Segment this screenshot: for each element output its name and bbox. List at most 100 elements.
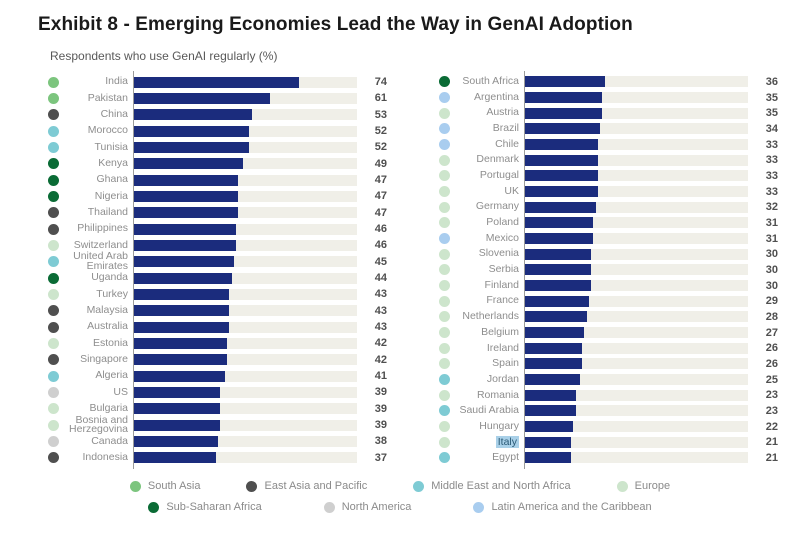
legend-item: South Asia (129, 480, 201, 492)
legend-dot (148, 501, 160, 513)
bar-track (133, 386, 357, 398)
bar-fill (133, 337, 228, 349)
bar-track (133, 452, 357, 464)
country-label: Hungary (479, 419, 519, 432)
bar-track (524, 186, 748, 198)
country-label: Thailand (87, 206, 128, 219)
country-row: Mexico 31 (439, 231, 778, 247)
region-dot (48, 321, 59, 333)
bar-track (524, 233, 748, 245)
country-row: China 53 (48, 107, 387, 123)
value-label: 33 (765, 138, 778, 151)
legend-label: Middle East and North Africa (431, 480, 571, 492)
legend-label: South Asia (147, 480, 201, 492)
country-row: France 29 (439, 293, 778, 309)
legend-label: Europe (634, 480, 671, 492)
bar-track (133, 435, 357, 447)
region-dot (48, 207, 59, 219)
value-label: 35 (765, 91, 778, 104)
country-label: China (100, 108, 128, 121)
value-label: 34 (765, 122, 778, 135)
country-row: Australia 43 (48, 319, 387, 335)
country-row: Austria 35 (439, 105, 778, 121)
bar-fill (133, 354, 228, 366)
country-label: Indonesia (82, 450, 128, 463)
country-row: Jordan 25 (439, 372, 778, 388)
country-label: Belgium (481, 325, 519, 338)
country-row: Ghana 47 (48, 172, 387, 188)
region-dot (48, 354, 59, 366)
region-dot (48, 370, 59, 382)
value-label: 26 (765, 357, 778, 370)
bar-fill (133, 174, 239, 186)
region-dot (48, 125, 59, 137)
bar-track (524, 295, 748, 307)
region-dot (439, 217, 450, 229)
legend-label: Sub-Saharan Africa (166, 501, 262, 513)
bar-track (524, 389, 748, 401)
bar-fill (524, 154, 598, 166)
chart-subtitle: Respondents who use GenAI regularly (%) (50, 49, 278, 63)
bar-track (524, 139, 748, 151)
country-label: Portugal (479, 169, 519, 182)
country-label: Tunisia (94, 140, 128, 153)
value-label: 39 (374, 386, 387, 399)
region-dot (48, 190, 59, 202)
legend-dot (473, 501, 485, 513)
region-dot (48, 452, 59, 464)
bar-fill (524, 311, 587, 323)
value-label: 43 (374, 321, 387, 334)
region-dot (439, 107, 450, 119)
value-label: 42 (374, 337, 387, 350)
bar-track (524, 154, 748, 166)
country-row: Netherlands 28 (439, 309, 778, 325)
country-label: Singapore (80, 352, 128, 365)
country-row: Malaysia 43 (48, 303, 387, 319)
legend-item: Latin America and the Caribbean (473, 501, 652, 513)
bar-fill (524, 201, 596, 213)
country-row: Morocco 52 (48, 123, 387, 139)
chart-column-right: South Africa 36 Argentina 35 Austria 35 … (439, 71, 778, 469)
region-dot (439, 139, 450, 151)
value-label: 32 (765, 201, 778, 214)
value-label: 33 (765, 185, 778, 198)
bar-track (133, 403, 357, 415)
bar-track (133, 109, 357, 121)
region-dot (48, 92, 59, 104)
value-label: 53 (374, 108, 387, 121)
value-label: 46 (374, 239, 387, 252)
region-dot (439, 405, 450, 417)
value-label: 35 (765, 107, 778, 120)
country-row: Philippines 46 (48, 221, 387, 237)
country-row: Finland 30 (439, 278, 778, 294)
bar-track (524, 405, 748, 417)
bar-fill (524, 76, 605, 88)
bar-fill (133, 158, 243, 170)
legend-dot (616, 480, 628, 492)
bar-track (133, 190, 357, 202)
region-dot (439, 92, 450, 103)
value-label: 42 (374, 353, 387, 366)
bar-fill (524, 92, 603, 103)
country-label: Serbia (488, 263, 519, 276)
legend-item: Europe (616, 480, 671, 492)
legend-item: North America (323, 501, 411, 513)
value-label: 47 (374, 174, 387, 187)
value-label: 31 (765, 216, 778, 229)
value-label: 23 (765, 389, 778, 402)
region-dot (439, 280, 450, 292)
region-dot (439, 311, 450, 323)
country-row: Slovenia 30 (439, 246, 778, 262)
region-dot (439, 295, 450, 307)
bar-fill (133, 223, 237, 235)
country-label: Pakistan (87, 91, 128, 104)
region-dot (48, 272, 59, 284)
bar-fill (133, 239, 237, 251)
bar-fill (133, 419, 221, 431)
value-label: 31 (765, 232, 778, 245)
country-label: Germany (475, 200, 519, 213)
country-label: UK (504, 184, 519, 197)
bar-fill (133, 403, 221, 415)
value-label: 74 (374, 76, 387, 89)
country-row: United Arab Emirates 45 (48, 251, 387, 271)
